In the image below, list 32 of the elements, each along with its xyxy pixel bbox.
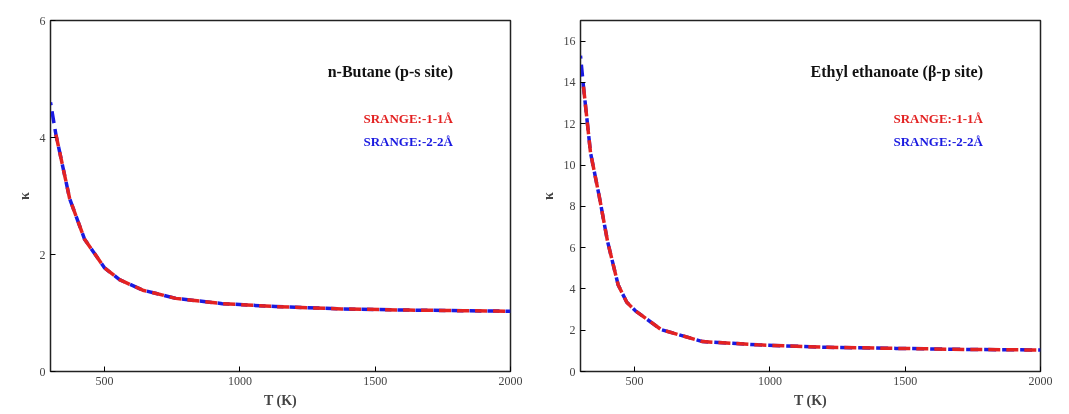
y-tick-label: 10: [563, 158, 576, 173]
y-tick-label: 4: [39, 130, 46, 145]
y-tick-label: 0: [569, 364, 576, 379]
text: SRANGE:-2-2Å: [893, 133, 984, 149]
y-tick-label: 2: [569, 323, 576, 338]
text: SRANGE:-1-1Å: [893, 110, 984, 126]
y-tick-label: 6: [39, 13, 46, 28]
x-tick-label: 2000: [1028, 373, 1053, 388]
x-axis-title: T (K): [793, 392, 828, 409]
x-tick-label: 1000: [227, 373, 252, 388]
y-axis-title: κ: [540, 191, 556, 200]
y-tick-label: 2: [39, 247, 46, 262]
x-tick-label: 500: [95, 373, 114, 388]
y-tick-label: 4: [569, 281, 576, 296]
y-tick-label: 14: [563, 75, 576, 90]
text: Ethyl ethanoate (β-p site): [810, 63, 984, 82]
x-tick-label: 500: [625, 373, 644, 388]
y-tick-label: 8: [569, 199, 576, 214]
text: SRANGE:-2-2Å: [363, 133, 454, 149]
x-tick-label: 1500: [363, 373, 388, 388]
text: n-Butane (p-s site): [327, 63, 454, 82]
y-tick-label: 6: [569, 240, 576, 255]
y-tick-label: 16: [563, 34, 576, 49]
line-series: [50, 100, 511, 313]
text: SRANGE:-1-1Å: [363, 110, 454, 126]
y-tick-label: 12: [563, 116, 576, 131]
x-axis-title: T (K): [263, 392, 298, 409]
x-tick-label: 1000: [757, 373, 782, 388]
x-tick-label: 2000: [498, 373, 523, 388]
y-tick-label: 0: [39, 364, 46, 379]
y-axis-title: κ: [16, 191, 32, 200]
x-tick-label: 1500: [893, 373, 918, 388]
